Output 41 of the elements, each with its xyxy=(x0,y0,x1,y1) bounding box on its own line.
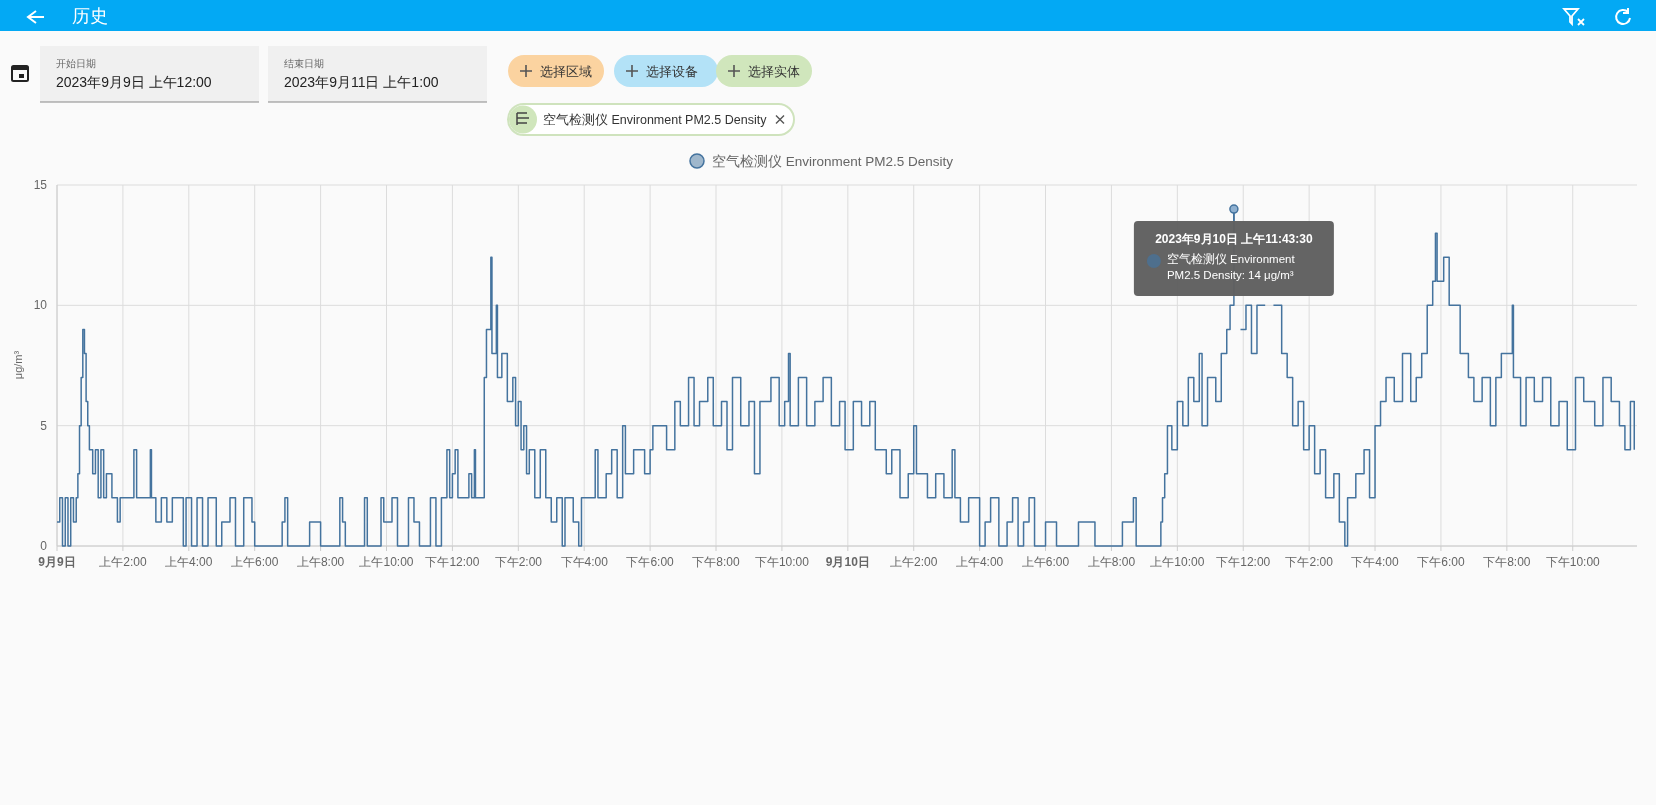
y-tick-label: 10 xyxy=(33,298,48,313)
x-tick-label: 上午6:00 xyxy=(231,555,279,569)
text: 开始日期 xyxy=(56,58,96,69)
x-tick-label: 9月9日 xyxy=(38,555,76,569)
x-tick-label: 上午2:00 xyxy=(890,555,938,569)
text: 空气检测仪 Environment PM2.5 Density xyxy=(543,113,768,127)
text: 选择设备 xyxy=(646,64,698,79)
x-tick-label: 下午6:00 xyxy=(626,555,675,569)
annotation: 空气检测仪 Environment PM2.5 Density: 14 μg/m³ xyxy=(1166,252,1296,282)
annotation: 2023年9月10日 上午11:43:30 xyxy=(1155,232,1313,247)
y-tick-label: 5 xyxy=(40,418,48,433)
x-tick-label: 下午10:00 xyxy=(1545,555,1601,569)
x-tick-label: 下午6:00 xyxy=(1417,555,1465,569)
y-tick-label: 15 xyxy=(33,178,48,192)
x-tick-label: 下午12:00 xyxy=(1216,555,1271,569)
x-tick-label: 下午4:00 xyxy=(560,555,609,569)
x-tick-label: 下午8:00 xyxy=(692,555,741,569)
x-tick-label: 下午12:00 xyxy=(425,555,480,569)
x-tick-label: 上午8:00 xyxy=(1087,555,1136,569)
x-tick-label: 下午4:00 xyxy=(1351,555,1400,569)
x-tick-label: 下午2:00 xyxy=(1285,555,1334,569)
text: 选择实体 xyxy=(748,64,800,79)
chart-title: 历史 xyxy=(72,6,108,26)
y-axis-title: μg/m³ xyxy=(12,350,24,380)
x-tick-label: 9月10日 xyxy=(825,555,870,569)
y-tick-label: 0 xyxy=(40,539,48,553)
x-tick-label: 上午8:00 xyxy=(296,555,345,569)
x-tick-label: 下午2:00 xyxy=(494,555,543,569)
text: 选择区域 xyxy=(540,64,592,79)
x-tick-label: 下午10:00 xyxy=(754,555,810,569)
x-tick-label: 上午10:00 xyxy=(1150,555,1205,569)
text: 2023年9月9日 上午12:00 xyxy=(56,74,212,90)
text: 2023年9月11日 上午1:00 xyxy=(284,74,439,90)
x-tick-label: 上午6:00 xyxy=(1021,555,1070,569)
legend: 空气检测仪 Environment PM2.5 Density xyxy=(689,153,954,169)
x-tick-label: 上午4:00 xyxy=(955,555,1004,569)
x-tick-label: 上午4:00 xyxy=(165,555,213,569)
x-tick-label: 上午2:00 xyxy=(99,555,147,569)
x-tick-label: 上午10:00 xyxy=(359,555,414,569)
x-tick-label: 下午8:00 xyxy=(1483,555,1531,569)
text: 结束日期 xyxy=(284,58,324,69)
